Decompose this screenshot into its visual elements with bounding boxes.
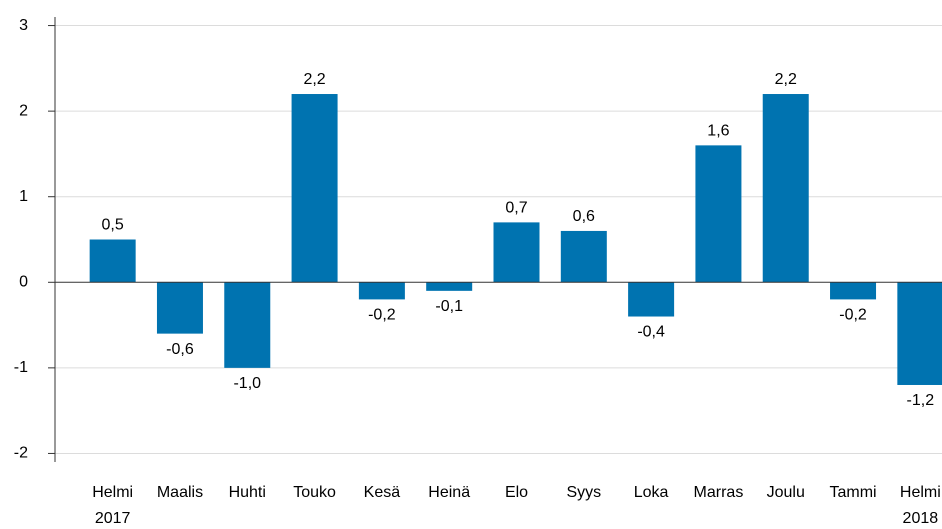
y-tick-label: 1 (19, 188, 28, 205)
bar (291, 94, 338, 283)
x-tick-label: Elo (505, 484, 528, 501)
bar (358, 282, 405, 300)
x-tick-label: Heinä (428, 484, 470, 501)
value-label: 0,5 (102, 217, 124, 234)
y-tick-label: 2 (19, 102, 28, 119)
bar (762, 94, 809, 283)
x-tick-label: Syys (566, 484, 601, 501)
value-label: -1,0 (233, 375, 261, 392)
value-label: -0,4 (637, 324, 665, 341)
y-tick-label: 3 (19, 17, 28, 34)
bar (560, 230, 607, 283)
value-label: 0,6 (573, 208, 595, 225)
value-label: -0,2 (839, 307, 867, 324)
bar (89, 239, 136, 283)
value-label: -0,1 (435, 298, 463, 315)
bar (695, 145, 742, 283)
x-tick-label: Tammi (829, 484, 876, 501)
bar (628, 282, 675, 317)
value-label: -0,6 (166, 341, 194, 358)
y-tick-label: 0 (19, 274, 28, 291)
x-tick-label: Huhti (229, 484, 266, 501)
x-tick-label: Touko (293, 484, 336, 501)
value-label: 2,2 (303, 71, 325, 88)
bar (830, 282, 877, 300)
x-tick-label: Loka (634, 484, 669, 501)
x-tick-label: Maalis (157, 484, 203, 501)
value-label: -1,2 (907, 392, 935, 409)
x-tick-label: Marras (694, 484, 744, 501)
x-tick-label: Helmi 2017 (92, 484, 133, 527)
y-tick-label: -2 (14, 445, 28, 462)
value-label: 0,7 (505, 200, 527, 217)
bar (224, 282, 271, 368)
bar (156, 282, 203, 334)
value-label: 1,6 (707, 123, 729, 140)
value-label: 2,2 (775, 71, 797, 88)
x-tick-label: Helmi 2018 (900, 484, 941, 527)
value-label: -0,2 (368, 307, 396, 324)
x-tick-label: Kesä (364, 484, 401, 501)
y-tick-label: -1 (14, 359, 28, 376)
bar (426, 282, 473, 291)
bar (493, 222, 540, 283)
x-tick-label: Joulu (767, 484, 805, 501)
bar (897, 282, 942, 385)
